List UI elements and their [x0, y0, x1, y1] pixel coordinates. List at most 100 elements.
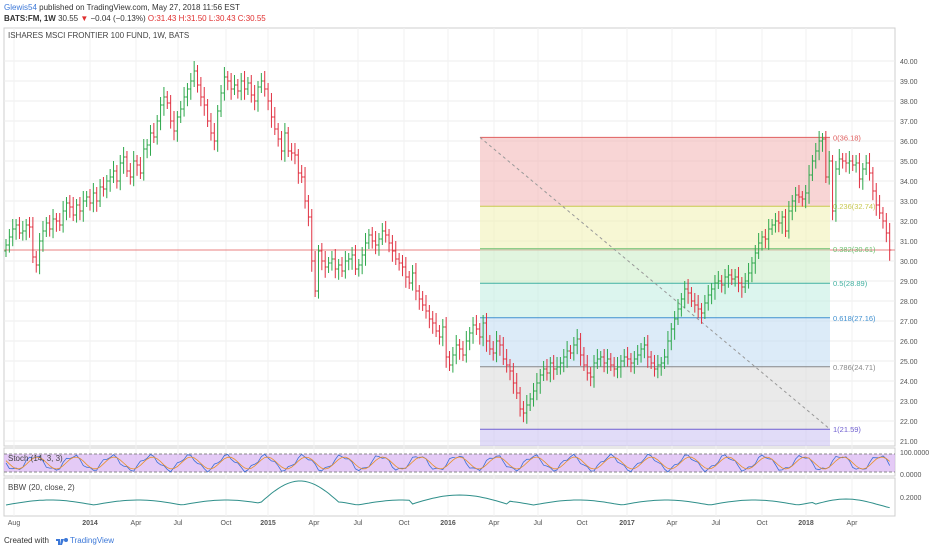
price-bar [310, 209, 314, 272]
price-bar [323, 251, 327, 278]
price-bar [458, 339, 462, 360]
y-tick-label: 36.00 [900, 139, 918, 146]
x-tick-label: 2017 [619, 520, 635, 527]
price-bar [552, 355, 556, 380]
price-bar [498, 335, 502, 356]
price-bar [666, 331, 670, 365]
price-bar [148, 125, 153, 156]
x-tick-label: Jul [534, 520, 543, 527]
price-bar [595, 349, 599, 369]
x-tick-label: Jul [712, 520, 721, 527]
y-tick-label: 31.00 [900, 239, 918, 246]
price-bar [783, 209, 788, 237]
x-tick-label: Apr [489, 520, 501, 527]
fib-zone [480, 137, 830, 207]
price-bar [471, 317, 475, 344]
price-bar [226, 71, 230, 91]
price-bar [451, 347, 455, 373]
price-bar [575, 329, 579, 355]
price-bar [11, 219, 15, 247]
price-bar [841, 153, 845, 169]
price-bar [703, 295, 707, 319]
fib-level-label: 0(36.18) [833, 133, 861, 142]
tradingview-brand-link[interactable]: TradingView [70, 536, 115, 545]
symbol-info: BATS:FM, 1W 30.55 ▼ −0.04 (−0.13%) O:31.… [4, 14, 266, 23]
price-bar [844, 153, 848, 173]
bbw-tick-label: 0.2000 [900, 495, 922, 502]
price-bar [726, 265, 730, 288]
y-tick-label: 29.00 [900, 279, 918, 286]
price-bar [757, 233, 761, 259]
fib-zone [480, 248, 830, 284]
price-bar [834, 161, 838, 222]
price-bar [434, 313, 438, 337]
price-bar [884, 213, 888, 243]
price-bar [609, 353, 613, 371]
price-bar [639, 343, 643, 363]
price-bar [48, 215, 52, 237]
price-bar [343, 251, 347, 279]
publish-info: Glewis54 published on TradingView.com, M… [4, 3, 240, 12]
price-bar [659, 357, 663, 376]
price-bar [699, 303, 704, 324]
price-bar [313, 251, 317, 297]
y-tick-label: 23.00 [900, 399, 918, 406]
price-bar [505, 349, 509, 373]
price-bar [269, 93, 274, 128]
price-bar [303, 167, 307, 209]
price-bar [4, 239, 8, 257]
price-bar [558, 357, 562, 375]
price-bar [14, 219, 18, 240]
fib-zone [480, 366, 830, 430]
price-bar [138, 157, 142, 179]
price-bar [222, 67, 226, 101]
price-bar [320, 243, 324, 271]
price-bar [132, 151, 136, 187]
price-bar [508, 359, 512, 381]
price-bar [484, 313, 489, 352]
price-bar [384, 221, 388, 243]
fib-level-label: 0.618(27.16) [833, 314, 876, 323]
price-bar [61, 201, 65, 233]
price-bar [689, 287, 694, 307]
x-tick-label: Oct [577, 520, 588, 527]
price-bar [662, 349, 667, 369]
y-tick-label: 34.00 [900, 179, 918, 186]
price-bar [488, 335, 492, 355]
price-bar [293, 143, 297, 165]
price-bar [27, 217, 32, 238]
price-bar [195, 65, 200, 93]
price-bar [572, 337, 576, 361]
price-bar [615, 357, 620, 379]
price-bar [820, 133, 825, 152]
price-bar [642, 337, 646, 359]
price-bar [400, 255, 405, 277]
author-link[interactable]: Glewis54 [4, 3, 37, 12]
price-bar [780, 211, 784, 234]
y-tick-label: 25.00 [900, 359, 918, 366]
fibonacci-retracement[interactable]: 0(36.18) 0.236(32.74) 0.382(30.61) 0.5(28.8… [479, 133, 876, 446]
price-bar [797, 185, 801, 203]
price-bar [158, 97, 163, 131]
created-with-text: Created with [4, 536, 49, 545]
fib-trend-line [479, 137, 831, 430]
price-bar [753, 245, 757, 274]
price-bar [88, 189, 92, 211]
price-bar [777, 211, 781, 233]
price-bar [259, 73, 263, 93]
price-bar [182, 87, 186, 117]
price-bar [256, 81, 260, 112]
price-bar [78, 197, 82, 221]
price-bar [333, 249, 337, 279]
price-bar [85, 191, 89, 207]
down-arrow-icon: ▼ [80, 14, 89, 23]
price-bar [165, 91, 169, 109]
price-bar [454, 335, 458, 365]
x-tick-label: Aug [8, 520, 21, 527]
price-bar [390, 235, 394, 262]
price-bar [632, 351, 636, 374]
price-bar [266, 83, 270, 111]
price-bar [710, 283, 714, 305]
price-bar [95, 187, 99, 212]
